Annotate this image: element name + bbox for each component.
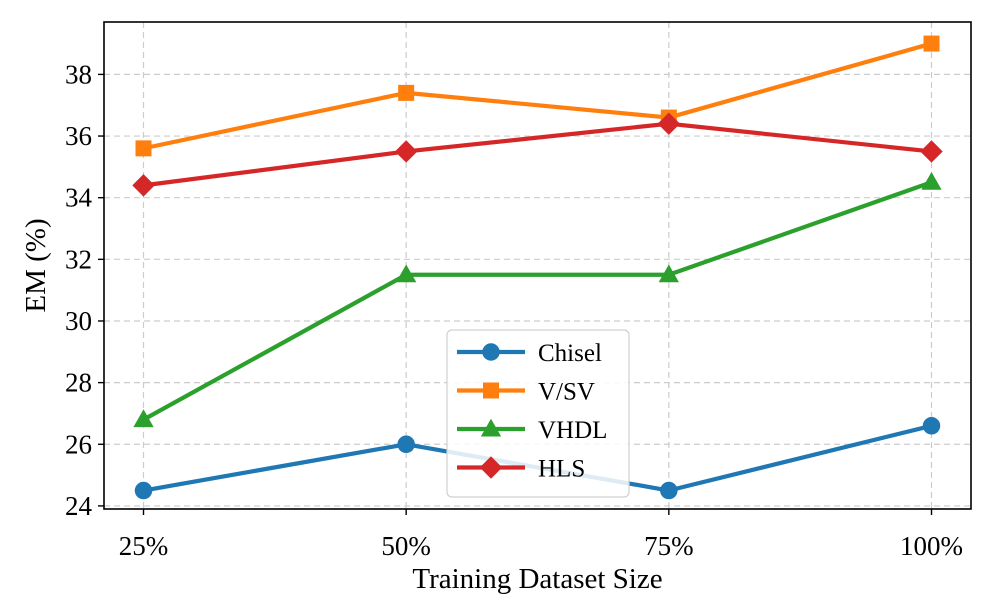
data-point-v-sv (398, 84, 415, 101)
y-tick-label: 38 (65, 59, 92, 89)
y-tick-label: 26 (65, 429, 92, 459)
series-vhdl (133, 171, 942, 428)
x-axis: 25% 50% 75% 100% (119, 509, 963, 561)
legend-label: V/SV (538, 379, 595, 406)
y-tick-label: 34 (65, 183, 93, 213)
legend-label: VHDL (538, 417, 607, 444)
y-tick-label: 36 (65, 121, 92, 151)
series-hls (132, 112, 943, 197)
data-point-hls (394, 140, 418, 163)
data-point-v-sv (923, 35, 940, 52)
data-point-vhdl (396, 264, 417, 283)
y-tick-label: 32 (65, 244, 92, 274)
x-tick-label: 75% (644, 531, 694, 561)
legend-item: VHDL (457, 417, 607, 444)
data-point-hls (132, 174, 155, 197)
y-axis-title: EM (%) (20, 218, 52, 312)
data-point-chisel (660, 481, 678, 500)
y-tick-label: 30 (65, 306, 92, 336)
data-point-v-sv (135, 140, 152, 157)
legend-swatch-marker (480, 418, 502, 437)
series-line-hls (143, 121, 932, 188)
data-point-vhdl (133, 409, 154, 428)
data-point-chisel (922, 417, 941, 435)
data-point-chisel (134, 481, 153, 500)
x-tick-label: 25% (119, 531, 169, 561)
data-point-vhdl (921, 171, 942, 190)
legend-swatch-marker (479, 456, 503, 479)
data-point-hls (920, 140, 943, 163)
legend-box (446, 329, 630, 498)
data-point-chisel (397, 435, 415, 454)
series-line-v-sv (143, 41, 933, 151)
legend: Chisel V/SV VHDL HLS (446, 329, 630, 498)
legend-swatch-marker (482, 343, 500, 361)
legend-label: HLS (538, 456, 585, 483)
y-tick-label: 24 (65, 491, 93, 521)
legend-item: HLS (457, 456, 585, 483)
y-tick-label: 28 (65, 368, 92, 398)
y-axis: 24 26 28 30 32 34 36 38 (65, 59, 104, 521)
x-axis-title: Training Dataset Size (412, 563, 662, 595)
plot-frame (103, 21, 972, 510)
series-line-vhdl (142, 180, 933, 422)
x-tick-label: 50% (381, 531, 431, 561)
data-point-vhdl (658, 264, 679, 283)
legend-item: V/SV (457, 379, 595, 406)
data-point-hls (657, 112, 681, 135)
legend-swatch-marker (483, 382, 499, 399)
legend-label: Chisel (538, 340, 602, 367)
legend-item: Chisel (457, 340, 602, 367)
x-tick-label: 100% (900, 531, 963, 561)
